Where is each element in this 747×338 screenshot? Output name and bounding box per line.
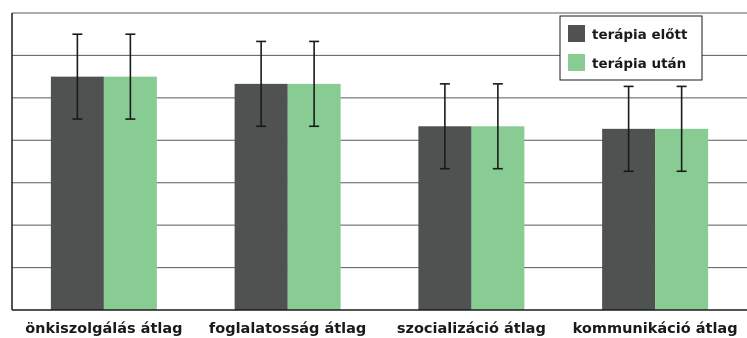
x-tick-label: foglalatosság átlag <box>209 321 366 337</box>
x-tick-label: szocializáció átlag <box>397 321 546 337</box>
error-bars <box>72 33 687 173</box>
x-tick-label: kommunikáció átlag <box>573 321 738 337</box>
bars <box>50 76 709 311</box>
legend-swatch-before <box>568 25 585 42</box>
legend-label-after: terápia után <box>592 56 686 72</box>
legend-label-before: terápia előtt <box>592 27 688 43</box>
x-tick-labels: önkiszolgálás átlag foglalatosság átlag sz… <box>25 321 737 337</box>
x-tick-label: önkiszolgálás átlag <box>25 321 182 337</box>
legend: terápia előtt terápia után <box>559 15 703 81</box>
legend-swatch-after <box>568 54 585 71</box>
